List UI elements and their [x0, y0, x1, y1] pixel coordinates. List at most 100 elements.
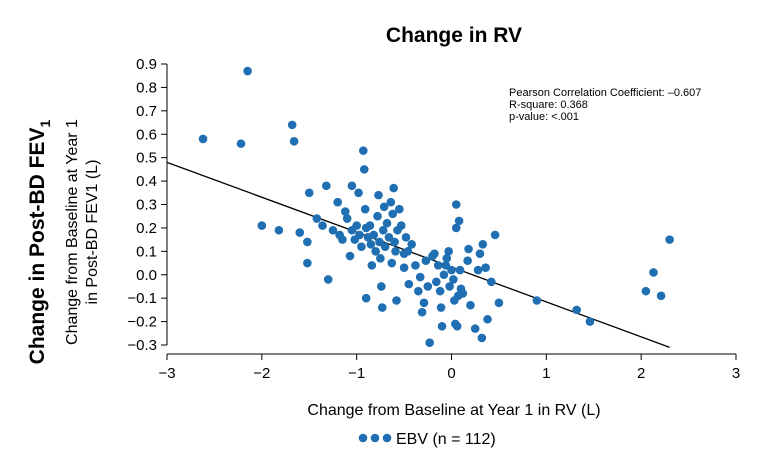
data-point	[391, 247, 400, 256]
data-point	[442, 254, 452, 263]
legend: EBV (n = 112)	[358, 431, 496, 448]
x-axis-label: Change from Baseline at Year 1 in RV (L)	[307, 402, 600, 419]
legend-marker	[382, 433, 392, 443]
data-point	[449, 275, 458, 284]
data-point	[365, 221, 375, 230]
data-point	[452, 321, 462, 331]
data-point	[665, 235, 674, 244]
data-point	[455, 265, 465, 275]
data-point	[303, 258, 312, 268]
data-point	[342, 214, 352, 223]
y-tick-label: 0.5	[136, 150, 157, 167]
data-point	[366, 240, 376, 249]
data-point	[390, 237, 399, 247]
y-tick-label: −0.1	[127, 290, 157, 307]
data-point	[396, 221, 406, 230]
data-point	[287, 120, 297, 130]
data-point	[432, 277, 441, 287]
data-point	[361, 293, 371, 303]
chart-title: Change in RV	[386, 24, 522, 47]
data-point	[473, 265, 483, 275]
data-point	[355, 230, 364, 240]
data-point	[466, 300, 475, 310]
data-point	[352, 221, 361, 230]
x-tick-label: −1	[348, 365, 365, 382]
y-tick-label: −0.2	[127, 314, 157, 331]
y-tick-label: 0.6	[136, 126, 157, 143]
y-tick-label: 0.8	[136, 79, 157, 96]
outer-y-axis-label-subscript: 1	[37, 119, 53, 127]
data-point	[656, 291, 666, 301]
data-point	[463, 256, 472, 266]
data-point	[289, 136, 299, 146]
data-point	[374, 190, 383, 200]
data-point	[494, 298, 504, 308]
data-point	[338, 235, 347, 244]
data-point	[641, 286, 651, 296]
data-point	[532, 296, 542, 305]
data-point	[303, 237, 312, 247]
data-point	[388, 209, 398, 219]
data-point	[328, 225, 338, 235]
data-point	[257, 221, 267, 230]
data-point	[386, 197, 396, 207]
y-tick-label: 0.1	[136, 243, 157, 260]
data-point	[274, 225, 284, 235]
y-axis-label-line2: in Post-BD FEV1 (L)	[84, 160, 101, 305]
data-point	[387, 258, 397, 268]
y-tick-label: 0.9	[136, 56, 157, 73]
data-point	[198, 134, 208, 144]
data-point	[439, 270, 449, 280]
data-point	[347, 181, 357, 191]
x-tick-label: −3	[158, 365, 175, 382]
data-point	[417, 307, 427, 317]
data-point	[585, 317, 595, 326]
x-axis: −3 −2 −1 0 1 2 3	[158, 353, 740, 382]
data-point	[359, 146, 368, 155]
data-point	[333, 197, 343, 207]
data-point	[384, 232, 394, 242]
data-point	[421, 256, 431, 266]
data-point	[430, 249, 439, 258]
data-point	[401, 232, 411, 242]
data-point	[478, 240, 488, 249]
data-point	[340, 207, 350, 216]
data-point	[454, 216, 464, 226]
data-point	[312, 214, 322, 223]
data-point	[322, 181, 331, 191]
data-point	[649, 268, 658, 277]
data-point	[411, 261, 420, 270]
legend-label: EBV (n = 112)	[396, 431, 496, 448]
data-point	[435, 286, 445, 296]
data-point	[487, 277, 496, 287]
data-point	[447, 265, 456, 275]
x-tick-label: 3	[732, 365, 740, 382]
data-point	[243, 66, 252, 76]
data-point	[407, 240, 416, 249]
data-point	[369, 230, 379, 240]
x-tick-label: 0	[447, 365, 455, 382]
data-point	[436, 303, 446, 312]
data-point	[470, 324, 480, 333]
data-point	[423, 282, 433, 291]
data-point	[304, 188, 314, 198]
data-points	[198, 66, 674, 347]
data-point	[377, 282, 386, 291]
y-tick-label: 0.4	[136, 173, 157, 190]
data-point	[445, 282, 454, 291]
data-point	[379, 202, 389, 212]
data-point	[378, 225, 388, 235]
data-point	[437, 321, 447, 331]
data-point	[395, 204, 404, 214]
data-point	[382, 218, 392, 228]
data-point	[392, 296, 401, 305]
data-point	[377, 303, 387, 312]
data-point	[458, 289, 468, 298]
data-point	[376, 254, 385, 263]
outer-y-axis-label: Change in Post-BD FEV1	[26, 119, 53, 364]
data-point	[483, 314, 492, 324]
regression-line	[166, 161, 670, 348]
data-point	[399, 263, 409, 273]
data-point	[360, 204, 370, 214]
